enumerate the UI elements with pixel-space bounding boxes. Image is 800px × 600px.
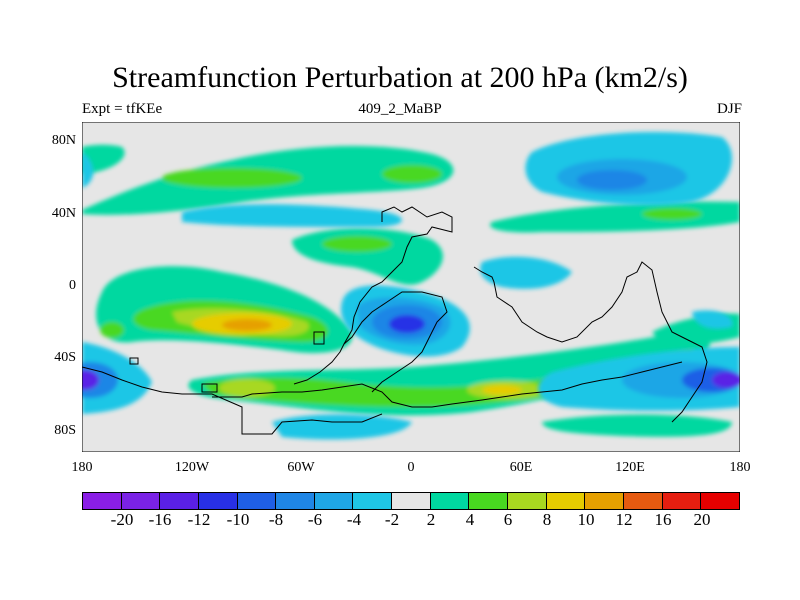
cb-label-12: 8 (542, 510, 552, 529)
colorbar-box (623, 493, 663, 509)
y-tick-0: 0 (69, 278, 76, 293)
contour-southpac-max2 (222, 319, 272, 331)
coastline-africa-europe (293, 206, 453, 385)
contour-south-patch (542, 414, 732, 437)
contour-so-yellow-west (219, 379, 275, 397)
cb-label-13: 10 (577, 510, 595, 529)
cb-label-10: 4 (465, 510, 475, 529)
cb-label-16: 20 (693, 510, 711, 529)
cb-label-14: 12 (615, 510, 633, 529)
colorbar-box (662, 493, 702, 509)
contour-east-core (642, 208, 702, 220)
cb-label-15: 16 (654, 510, 672, 529)
colorbar-box (353, 493, 393, 509)
contour-west-north-low (82, 152, 94, 188)
colorbar-box (198, 493, 238, 509)
contour-midlat-core (322, 236, 392, 252)
cb-label-5: -8 (268, 510, 284, 529)
y-tick-80n: 80N (51, 133, 76, 148)
colorbar-box (83, 493, 122, 509)
cb-label-11: 6 (503, 510, 513, 529)
season-label: DJF (716, 101, 742, 117)
colorbar (82, 492, 740, 510)
colorbar-box (430, 493, 470, 509)
island-3 (201, 383, 218, 393)
contour-central-low-core (389, 315, 425, 333)
coastline-south-america (343, 291, 448, 393)
coastline-antarctic (82, 366, 383, 435)
coastline-asia (473, 261, 708, 423)
colorbar-box (121, 493, 161, 509)
contour-npac-low-core (577, 170, 647, 190)
contour-midlat-low (182, 204, 402, 227)
x-tick-0: 0 (407, 460, 415, 475)
negative-contours (82, 132, 740, 440)
colorbar-box (276, 493, 315, 509)
x-tick-60e: 60E (509, 460, 533, 475)
colorbar-box (237, 493, 277, 509)
contour-west-south-low-core (82, 370, 99, 390)
cb-label-6: -6 (307, 510, 323, 529)
contour-africa-low (480, 256, 572, 289)
cb-label-8: -2 (384, 510, 400, 529)
x-tick-180w: 180 (71, 460, 93, 475)
cb-label-7: -4 (346, 510, 362, 529)
x-tick-180e: 180 (729, 460, 751, 475)
cb-label-1: -20 (110, 510, 134, 529)
colorbar-box (508, 493, 547, 509)
coastlines (82, 206, 708, 435)
y-tick-40n: 40N (51, 206, 76, 221)
cb-label-3: -12 (187, 510, 211, 529)
x-tick-120e: 120E (615, 460, 645, 475)
cb-label-2: -16 (148, 510, 172, 529)
x-tick-60w: 60W (287, 460, 315, 475)
colorbar-box (314, 493, 354, 509)
x-tick-120w: 120W (174, 460, 210, 475)
contour-west-south-low-mid (82, 362, 118, 398)
positive-contours (82, 144, 740, 437)
contour-north-band-center (382, 165, 442, 183)
cb-label-4: -10 (226, 510, 250, 529)
y-tick-80s: 80S (54, 423, 76, 438)
case-label: 409_2_MaBP (358, 101, 442, 117)
contour-north-band-core (162, 168, 302, 188)
island-2 (313, 331, 325, 345)
plot-title: Streamfunction Perturbation at 200 hPa (… (112, 61, 688, 94)
colorbar-box (469, 493, 509, 509)
contour-se-low-patch (692, 310, 733, 329)
colorbar-box (546, 493, 586, 509)
y-tick-40s: 40S (54, 350, 76, 365)
contour-small-west (100, 322, 124, 338)
colorbar-box (160, 493, 199, 509)
colorbar-box (701, 493, 739, 509)
contour-so-max-east (482, 385, 522, 395)
colorbar-box (585, 493, 624, 509)
contour-east-south-low-core (712, 372, 740, 388)
cb-label-9: 2 (426, 510, 436, 529)
island-1 (129, 357, 139, 365)
experiment-label: Expt = tfKEe (82, 101, 163, 117)
streamfunction-map (82, 122, 740, 452)
coastline-australia-south (212, 361, 683, 408)
colorbar-box (392, 493, 431, 509)
